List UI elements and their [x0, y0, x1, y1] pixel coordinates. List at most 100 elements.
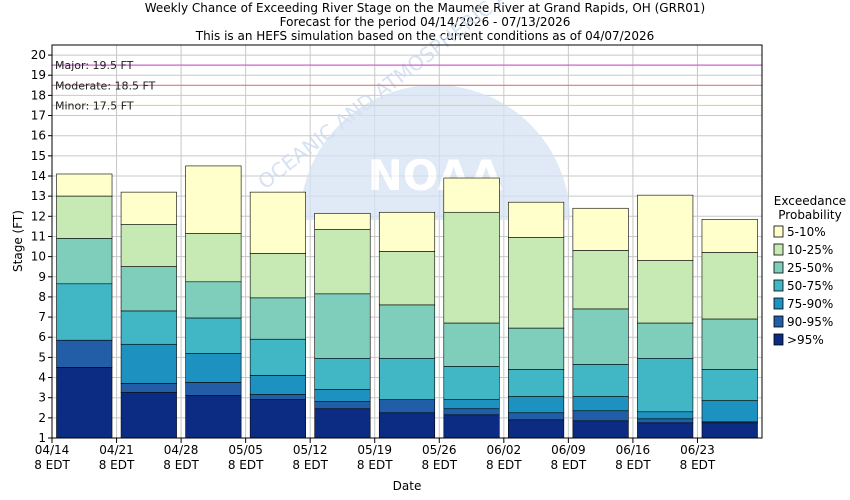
bar-segment	[508, 327, 565, 370]
bar-segment	[378, 399, 436, 414]
x-tick-time: 8 EDT	[357, 458, 393, 472]
y-axis-label: Stage (FT)	[11, 210, 25, 272]
x-tick-time: 8 EDT	[486, 458, 522, 472]
flood-levels: Major: 19.5 FT Moderate: 18.5 FT Minor: 17…	[52, 59, 762, 112]
y-tick-label: 18	[31, 88, 46, 102]
bar-segment	[185, 233, 242, 283]
bar-segment	[120, 343, 177, 384]
bar-segment	[637, 418, 694, 424]
legend-swatch	[773, 243, 784, 256]
y-tick-label: 15	[31, 149, 46, 163]
bar-segment	[443, 322, 500, 367]
plot-border	[51, 44, 763, 439]
bar-segment	[314, 389, 371, 403]
chart-title-line-2: Forecast for the period 04/14/2026 - 07/…	[280, 15, 571, 29]
bar-segment	[378, 251, 436, 306]
x-tick-time: 8 EDT	[228, 458, 264, 472]
legend-swatch	[773, 225, 784, 238]
y-tick-label: 13	[31, 189, 46, 203]
bar-segment	[508, 419, 565, 439]
x-tick-date: 05/26	[422, 443, 457, 457]
x-axis-label: Date	[393, 479, 422, 493]
x-tick-date: 06/09	[551, 443, 586, 457]
x-tick-time: 8 EDT	[163, 458, 199, 472]
bar-segment	[56, 238, 113, 285]
y-tick-label: 12	[31, 209, 46, 223]
bar-segment	[572, 308, 629, 365]
legend-label: 5-10%	[787, 225, 826, 239]
chart-title-line-1: Weekly Chance of Exceeding River Stage o…	[145, 1, 705, 15]
bar-segment	[120, 266, 177, 312]
bar-segment	[185, 382, 242, 396]
bar-segment	[637, 411, 694, 420]
y-tick-label: 4	[38, 371, 46, 385]
flood-level-label: Minor: 17.5 FT	[55, 99, 134, 112]
bar-segment	[120, 191, 177, 225]
bar-segment	[185, 317, 242, 354]
y-tick-label: 20	[31, 48, 46, 62]
x-tick-date: 04/28	[164, 443, 199, 457]
bar-segment	[378, 358, 436, 401]
bar-segment	[701, 252, 758, 320]
bar-segment	[443, 177, 500, 213]
bar-segment	[508, 369, 565, 397]
bar-segment	[249, 399, 306, 439]
bar-segment	[185, 353, 242, 383]
legend-swatch	[773, 315, 784, 328]
y-tick-label: 11	[31, 229, 46, 243]
bars	[56, 165, 758, 439]
legend-label: 75-90%	[787, 297, 833, 311]
x-tick-date: 06/02	[487, 443, 522, 457]
bar-segment	[378, 304, 436, 359]
y-tick-label: 16	[31, 129, 46, 143]
x-tick-date: 05/05	[228, 443, 263, 457]
y-tick-label: 19	[31, 68, 46, 82]
legend-label: 25-50%	[787, 261, 833, 275]
bar-segment	[378, 412, 436, 439]
legend-swatch	[773, 261, 784, 274]
bar-segment	[637, 260, 694, 324]
bar-segment	[572, 250, 629, 310]
x-tick-time: 8 EDT	[99, 458, 135, 472]
legend-swatch	[773, 333, 784, 346]
bar-segment	[572, 396, 629, 412]
x-tick-time: 8 EDT	[292, 458, 328, 472]
bar-segment	[249, 191, 306, 254]
bar-segment	[443, 366, 500, 401]
bar-segment	[56, 367, 113, 439]
bar-segment	[701, 369, 758, 402]
y-tick-label: 17	[31, 109, 46, 123]
y-tick-label: 2	[38, 411, 46, 425]
bar-segment	[56, 173, 113, 197]
bar-segment	[120, 310, 177, 345]
bar-segment	[185, 281, 242, 319]
bar-segment	[443, 414, 500, 439]
bar-segment	[508, 237, 565, 329]
bar-segment	[314, 212, 371, 230]
legend-swatch	[773, 297, 784, 310]
bar-segment	[314, 401, 371, 410]
y-tick-label: 6	[38, 330, 46, 344]
y-tick-label: 5	[38, 350, 46, 364]
bar-segment	[508, 396, 565, 414]
x-tick-date: 05/12	[293, 443, 328, 457]
x-tick-date: 06/23	[680, 443, 715, 457]
bar-segment	[120, 224, 177, 267]
legend-label: 50-75%	[787, 279, 833, 293]
bar-segment	[443, 408, 500, 416]
bar-segment	[249, 297, 306, 340]
y-tick-label: 10	[31, 250, 46, 264]
bar-segment	[378, 211, 436, 252]
bar-segment	[185, 395, 242, 439]
legend-label: 10-25%	[787, 243, 833, 257]
y-tick-label: 9	[38, 270, 46, 284]
bar-segment	[701, 400, 758, 423]
bar-segment	[637, 422, 694, 439]
bar-segment	[56, 283, 113, 341]
bar-segment	[249, 338, 306, 376]
x-tick-time: 8 EDT	[421, 458, 457, 472]
bar-segment	[572, 207, 629, 251]
bar-segment	[637, 194, 694, 261]
